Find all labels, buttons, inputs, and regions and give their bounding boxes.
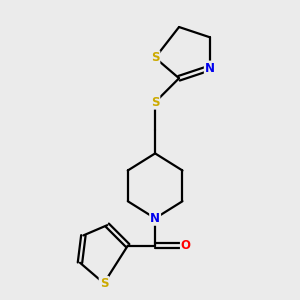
Text: S: S — [151, 51, 159, 64]
Text: S: S — [100, 277, 108, 290]
Text: S: S — [151, 96, 159, 109]
Text: N: N — [205, 61, 215, 74]
Text: O: O — [181, 239, 191, 252]
Text: N: N — [150, 212, 160, 225]
